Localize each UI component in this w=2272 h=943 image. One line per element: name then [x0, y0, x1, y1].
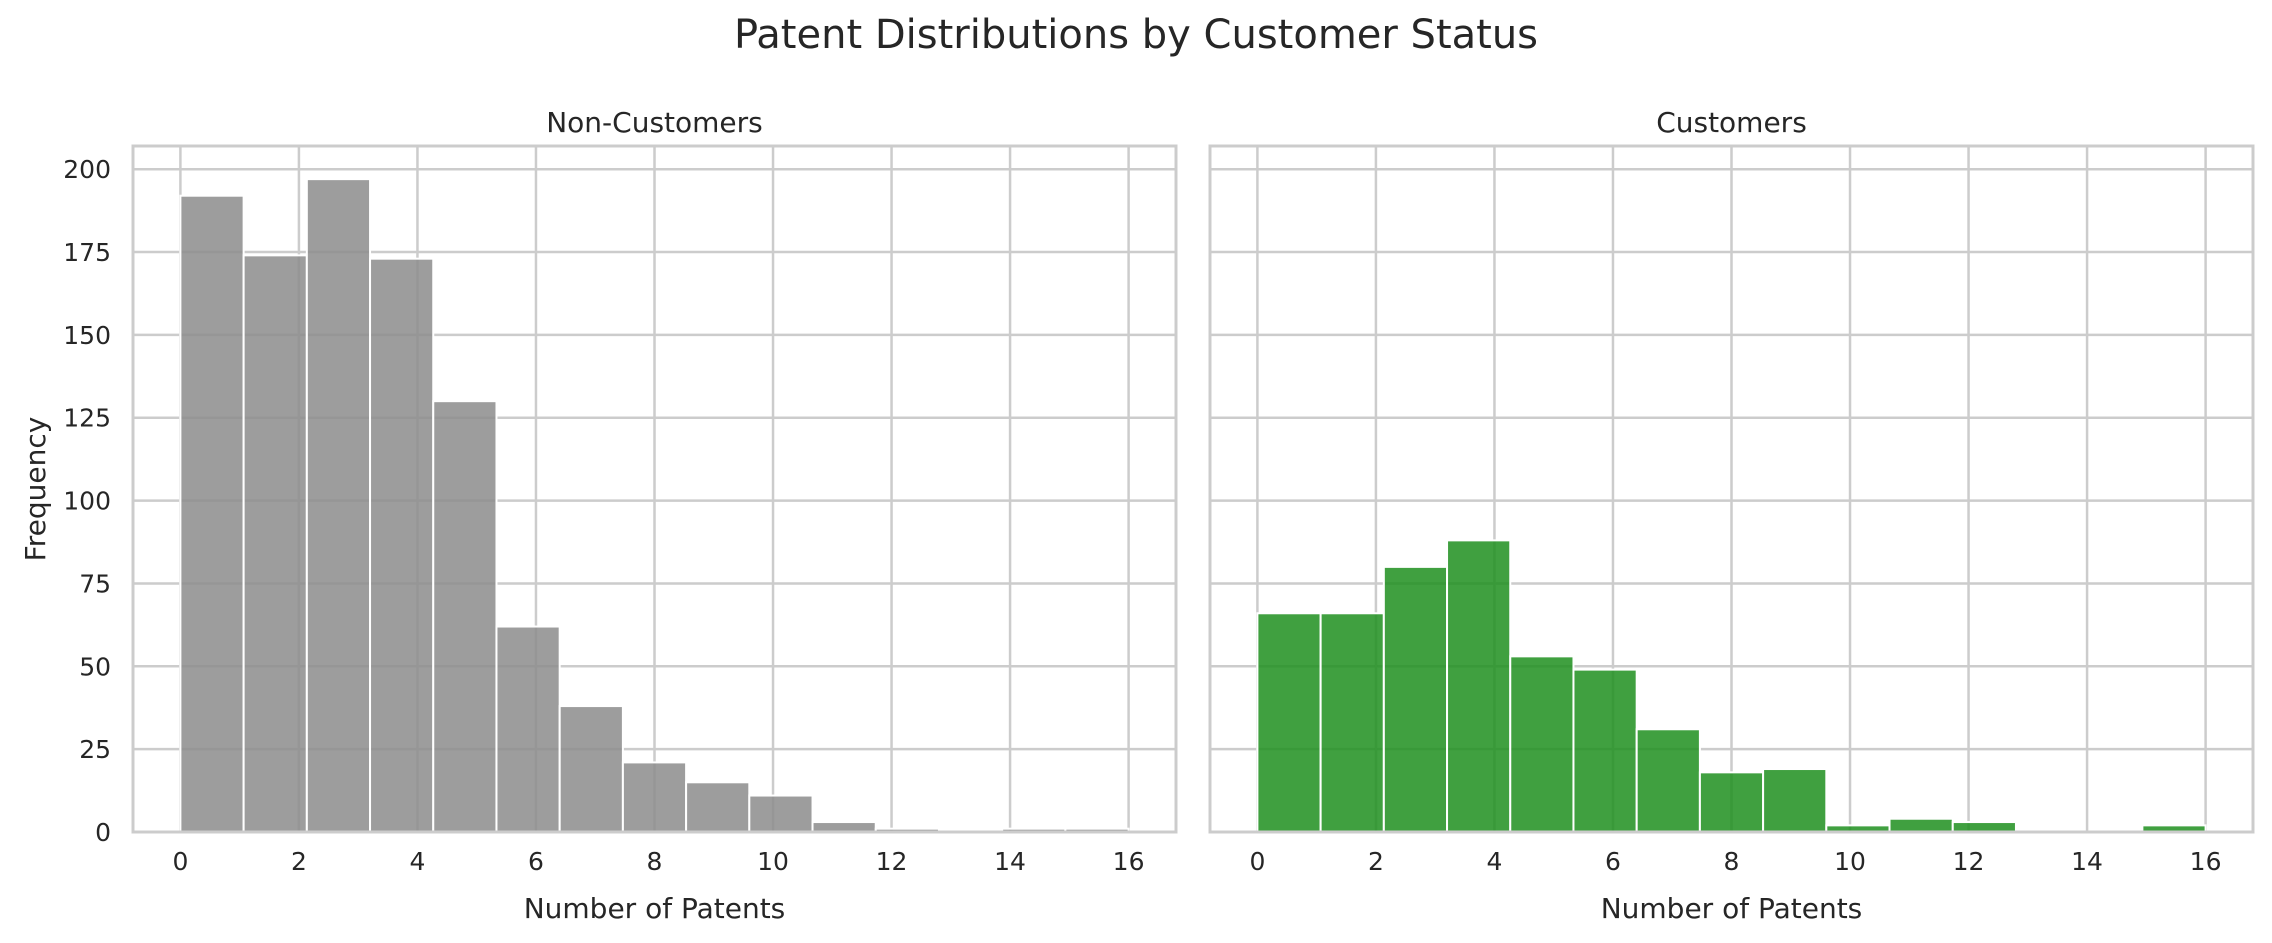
panel-non-customers: 0 2 4 6 8 10 12 14 16 0 25 50 75 100 125 150 175 200 Non-C…	[19, 106, 1178, 925]
histogram-bar-non-customers	[242, 254, 308, 834]
histogram-bar-non-customers	[558, 705, 624, 833]
x-tick-label: 12	[876, 847, 908, 876]
x-tick-label: 6	[1605, 847, 1621, 876]
y-tick-label: 150	[63, 321, 111, 350]
histogram-bar-non-customers	[748, 794, 814, 834]
y-tick-label: 100	[63, 487, 111, 516]
x-tick-label: 4	[1487, 847, 1503, 876]
x-tick-label: 16	[2190, 847, 2222, 876]
x-tick-label: 0	[172, 847, 188, 876]
figure-title: Patent Distributions by Customer Status	[734, 12, 1538, 58]
x-tick-label: 2	[291, 847, 307, 876]
histogram-bar-customers	[1319, 612, 1385, 834]
histogram-bar-customers	[1762, 768, 1828, 833]
y-tick-label: 175	[63, 238, 111, 267]
y-tick-label: 50	[79, 652, 111, 681]
histogram-bar-non-customers	[179, 194, 245, 833]
panel-title: Customers	[1656, 106, 1807, 139]
histogram-bar-customers	[1698, 771, 1765, 834]
y-tick-label: 125	[63, 404, 111, 433]
histogram-bar-non-customers	[621, 761, 688, 834]
axes-frame	[1208, 144, 2255, 834]
x-tick-label: 10	[757, 847, 789, 876]
x-axis-label: Number of Patents	[524, 892, 786, 925]
y-tick-label: 75	[79, 569, 111, 598]
histogram-bar-non-customers	[432, 400, 498, 833]
y-tick-label: 200	[63, 155, 111, 184]
panel-title: Non-Customers	[546, 106, 763, 139]
axes-frame	[131, 144, 1178, 834]
histogram-bar-customers	[1509, 655, 1575, 833]
histogram-bar-customers	[1446, 539, 1512, 833]
x-tick-label: 14	[994, 847, 1026, 876]
x-tick-label: 16	[1113, 847, 1145, 876]
y-tick-label: 25	[79, 735, 111, 764]
x-tick-label: 14	[2071, 847, 2103, 876]
histogram-bar-customers	[1256, 612, 1322, 834]
x-tick-label: 10	[1834, 847, 1866, 876]
histogram-bar-customers	[1382, 565, 1449, 833]
x-tick-label: 8	[647, 847, 663, 876]
x-tick-label: 6	[528, 847, 544, 876]
histogram-bar-customers	[1572, 668, 1638, 833]
y-tick-label: 0	[95, 818, 111, 847]
y-axis-label: Frequency	[19, 417, 52, 562]
histogram-bar-customers	[1888, 817, 1954, 833]
x-tick-label: 2	[1368, 847, 1384, 876]
histogram-bar-non-customers	[305, 178, 372, 834]
x-tick-label: 0	[1249, 847, 1265, 876]
x-tick-label: 12	[1953, 847, 1985, 876]
histogram-bar-non-customers	[369, 257, 435, 833]
x-tick-label: 4	[410, 847, 426, 876]
histogram-bar-non-customers	[495, 625, 561, 833]
histogram-bar-non-customers	[685, 781, 751, 833]
x-tick-label: 8	[1724, 847, 1740, 876]
x-axis-label: Number of Patents	[1601, 892, 1863, 925]
panel-customers: 0 2 4 6 8 10 12 14 16 Customers Number of Patents	[1208, 106, 2255, 925]
histogram-bar-customers	[1635, 728, 1701, 833]
